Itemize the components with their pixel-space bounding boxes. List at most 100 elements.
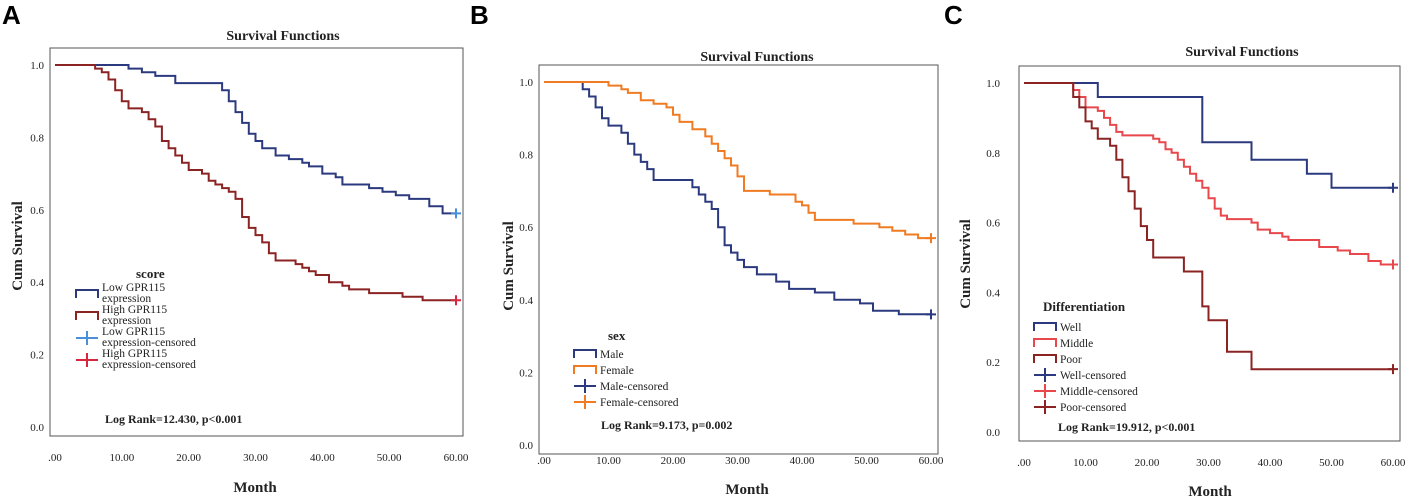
- legend-label: Poor: [1060, 354, 1082, 366]
- y-tick-label: 0.0: [519, 440, 533, 452]
- legend-label: expression: [102, 293, 151, 305]
- panel-letter-b: B: [470, 0, 489, 30]
- series-line-poor: [1024, 82, 1393, 371]
- legend-swatch: [573, 349, 597, 358]
- x-tick-label: 60.00: [919, 455, 944, 467]
- y-tick-label: 0.4: [30, 277, 44, 289]
- legend-label: High GPR115: [102, 348, 167, 360]
- y-tick-label: 1.0: [986, 78, 1000, 90]
- y-tick-label: 0.8: [519, 150, 533, 162]
- legend-label: Male: [600, 349, 624, 361]
- censor-mark-female: [926, 233, 936, 244]
- legend-swatch: [574, 379, 596, 393]
- x-axis-label: Month: [725, 482, 769, 498]
- legend-swatch: [75, 311, 99, 320]
- y-tick-label: 0.6: [986, 218, 1000, 230]
- y-tick-label: 0.2: [986, 357, 1000, 369]
- panel-letter-a: A: [2, 0, 21, 30]
- plot-frame: [538, 64, 939, 455]
- legend-swatch: [574, 395, 596, 409]
- chart-title: Survival Functions: [226, 29, 340, 44]
- legend-swatch: [1033, 322, 1057, 331]
- x-axis-label: Month: [233, 480, 277, 496]
- x-tick-label: 40.00: [1258, 457, 1283, 469]
- x-tick-label: 10.00: [1073, 457, 1098, 469]
- chart-title: Survival Functions: [700, 50, 814, 65]
- x-tick-label: 20.00: [176, 452, 201, 464]
- x-tick-label: 50.00: [377, 452, 402, 464]
- legend-title: score: [136, 266, 165, 281]
- log-rank-annotation: Log Rank=9.173, p=0.002: [601, 418, 732, 432]
- x-tick-label: 30.00: [1196, 457, 1221, 469]
- y-tick-label: 0.0: [986, 427, 1000, 439]
- legend-swatch: [75, 289, 99, 298]
- series-line-middle: [1024, 82, 1393, 266]
- legend-swatch: [1034, 400, 1056, 414]
- censor-mark-poor: [1388, 364, 1398, 375]
- legend-swatch: [1034, 368, 1056, 382]
- x-tick-label: 60.00: [1381, 457, 1406, 469]
- plot-frame: [1018, 65, 1401, 442]
- panel-b-chart: Survival Functions Month Cum Survival se…: [501, 50, 944, 498]
- legend-title: sex: [608, 328, 626, 343]
- censor-mark-middle: [1388, 259, 1398, 270]
- y-tick-label: 0.8: [986, 148, 1000, 160]
- legend-label: Male-censored: [600, 381, 669, 393]
- legend-label: Well-censored: [1060, 370, 1126, 382]
- x-tick-label: 10.00: [596, 455, 621, 467]
- y-tick-label: 0.6: [519, 222, 533, 234]
- y-tick-label: 1.0: [519, 77, 533, 89]
- panel-a-chart: Survival Functions Month Cum Survival sc…: [10, 29, 469, 496]
- legend-swatch: [76, 353, 98, 367]
- legend-label: Poor-censored: [1060, 402, 1126, 414]
- legend-swatch: [573, 365, 597, 374]
- x-tick-label: 10.00: [109, 452, 134, 464]
- x-tick-label: 40.00: [310, 452, 335, 464]
- panel-c-chart: Survival Functions Month Cum Survival Di…: [958, 45, 1406, 498]
- censor-mark-male: [926, 309, 936, 320]
- x-tick-label: .00: [537, 455, 551, 467]
- legend-label: expression: [102, 315, 151, 327]
- legend-label: Low GPR115: [102, 326, 165, 338]
- plot-frame: [49, 47, 464, 437]
- y-axis-label: Cum Survival: [501, 221, 517, 311]
- y-tick-label: 0.2: [30, 350, 44, 362]
- log-rank-annotation: Log Rank=12.430, p<0.001: [105, 412, 242, 426]
- x-tick-label: 60.00: [444, 452, 469, 464]
- y-tick-label: 0.4: [519, 295, 533, 307]
- y-axis-label: Cum Survival: [958, 219, 974, 309]
- legend-swatch: [1034, 384, 1056, 398]
- y-tick-label: 0.2: [519, 367, 533, 379]
- legend-title: Differentiation: [1043, 299, 1126, 314]
- legend-label: expression-censored: [102, 337, 196, 349]
- x-tick-label: 50.00: [854, 455, 879, 467]
- y-axis-label: Cum Survival: [10, 201, 26, 291]
- censor-mark-well: [1388, 182, 1398, 193]
- legend-label: Female: [600, 365, 634, 377]
- legend-swatch: [1033, 338, 1057, 347]
- y-tick-label: 0.4: [986, 287, 1000, 299]
- series-line-female: [544, 81, 931, 240]
- panel-letter-c: C: [944, 0, 963, 30]
- legend-label: Middle-censored: [1060, 386, 1138, 398]
- y-tick-label: 0.8: [30, 132, 44, 144]
- series-line-high-gpr115-expression: [55, 64, 456, 302]
- series-line-well: [1024, 82, 1393, 189]
- legend-label: expression-censored: [102, 359, 196, 371]
- y-tick-label: 0.0: [30, 422, 44, 434]
- chart-title: Survival Functions: [1185, 45, 1299, 60]
- x-axis-label: Month: [1188, 484, 1232, 498]
- legend-label: Female-censored: [600, 397, 679, 409]
- y-tick-label: 0.6: [30, 205, 44, 217]
- x-tick-label: 30.00: [243, 452, 268, 464]
- x-tick-label: 50.00: [1319, 457, 1344, 469]
- legend-label: Well: [1060, 322, 1081, 334]
- y-tick-label: 1.0: [30, 60, 44, 72]
- legend-swatch: [76, 331, 98, 345]
- series-line-low-gpr115-expression: [55, 64, 456, 215]
- x-tick-label: 20.00: [661, 455, 686, 467]
- x-tick-label: 20.00: [1135, 457, 1160, 469]
- series-line-male: [544, 81, 931, 316]
- log-rank-annotation: Log Rank=19.912, p<0.001: [1058, 420, 1195, 434]
